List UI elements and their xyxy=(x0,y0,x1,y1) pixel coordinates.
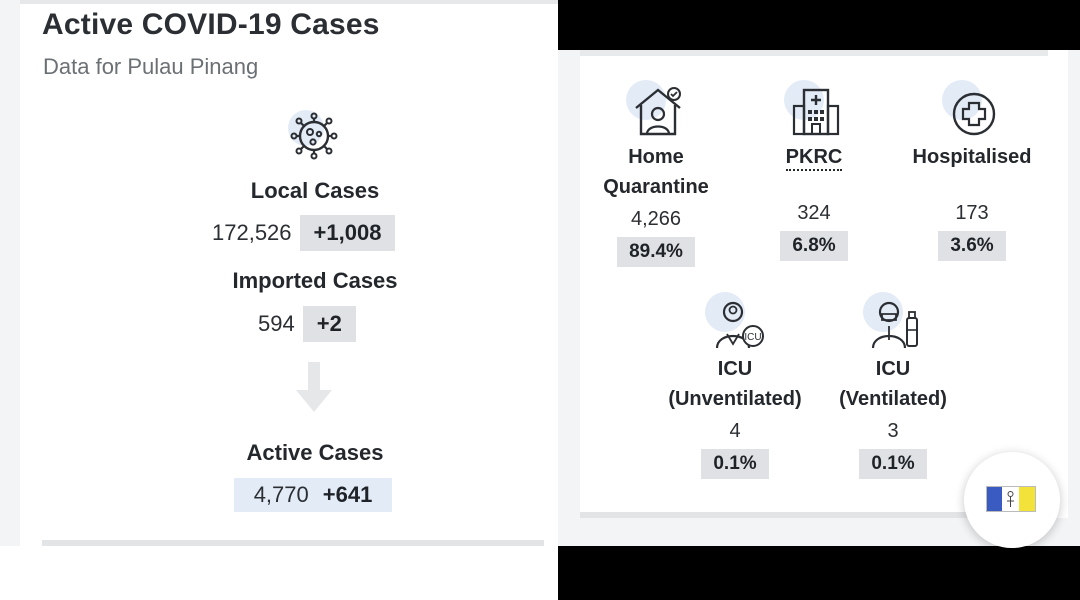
icu-unventilated-stat: ICU ICU (Unventilated) 4 0.1% xyxy=(660,292,810,479)
breakdown-card-bottom-border xyxy=(580,512,990,518)
card-bottom-border xyxy=(42,540,544,546)
black-bar-top xyxy=(558,0,1080,50)
virus-icon xyxy=(280,104,344,168)
imported-cases-row: 594 +2 xyxy=(258,306,356,342)
local-cases-label: Local Cases xyxy=(250,178,380,203)
imported-cases-value: 594 xyxy=(258,311,295,336)
imported-cases-delta: +2 xyxy=(302,306,356,342)
pkrc-stat: PKRC 324 6.8% xyxy=(764,80,864,261)
icu-doctor-icon: ICU xyxy=(705,292,765,352)
icu-unventilated-label: ICU (Unventilated) xyxy=(668,358,802,410)
svg-text:ICU: ICU xyxy=(744,332,761,343)
local-cases-delta: +1,008 xyxy=(299,215,396,251)
imported-cases-label: Imported Cases xyxy=(232,268,398,293)
hospitalised-label: Hospitalised xyxy=(912,146,1032,168)
card-top-border xyxy=(20,0,558,4)
state-selector-button[interactable] xyxy=(964,452,1060,548)
home-quarantine-label: Home Quarantine xyxy=(603,146,709,198)
page-title: Active COVID-19 Cases xyxy=(42,8,380,41)
hospitalised-count: 173 xyxy=(955,202,989,224)
active-cases-delta: +641 xyxy=(322,482,373,507)
penang-flag-icon xyxy=(986,486,1036,512)
pkrc-pct: 6.8% xyxy=(780,231,848,261)
home-quarantine-count: 4,266 xyxy=(630,208,682,230)
icu-unventilated-pct: 0.1% xyxy=(701,449,769,479)
page-subtitle: Data for Pulau Pinang xyxy=(43,54,259,79)
active-cases-card xyxy=(0,0,558,546)
ventilator-patient-icon xyxy=(863,292,923,352)
active-cases-label: Active Cases xyxy=(246,440,384,465)
pkrc-count: 324 xyxy=(797,202,831,224)
icu-ventilated-pct: 0.1% xyxy=(859,449,927,479)
icu-unventilated-count: 4 xyxy=(729,420,741,442)
black-bar-bottom xyxy=(558,546,1080,600)
arrow-down-icon xyxy=(294,362,334,414)
hospital-building-icon xyxy=(784,80,844,140)
medical-cross-icon xyxy=(942,80,1002,140)
local-cases-value: 172,526 xyxy=(212,220,292,245)
icu-ventilated-stat: ICU (Ventilated) 3 0.1% xyxy=(828,292,958,479)
home-quarantine-stat: Home Quarantine 4,266 89.4% xyxy=(596,80,716,267)
pkrc-label[interactable]: PKRC xyxy=(764,142,864,172)
local-cases-row: 172,526 +1,008 xyxy=(212,215,396,251)
home-quarantine-pct: 89.4% xyxy=(617,237,695,267)
icu-ventilated-label: ICU (Ventilated) xyxy=(839,358,947,410)
hospitalised-stat: Hospitalised 173 3.6% xyxy=(902,80,1042,261)
active-cases-value: 4,770 xyxy=(253,482,309,507)
hospitalised-pct: 3.6% xyxy=(938,231,1006,261)
icu-ventilated-count: 3 xyxy=(887,420,899,442)
home-quarantine-icon xyxy=(626,80,686,140)
breakdown-card-top-border xyxy=(580,50,1048,56)
left-page-edge xyxy=(0,0,20,546)
active-cases-box: 4,770 +641 xyxy=(234,478,392,512)
